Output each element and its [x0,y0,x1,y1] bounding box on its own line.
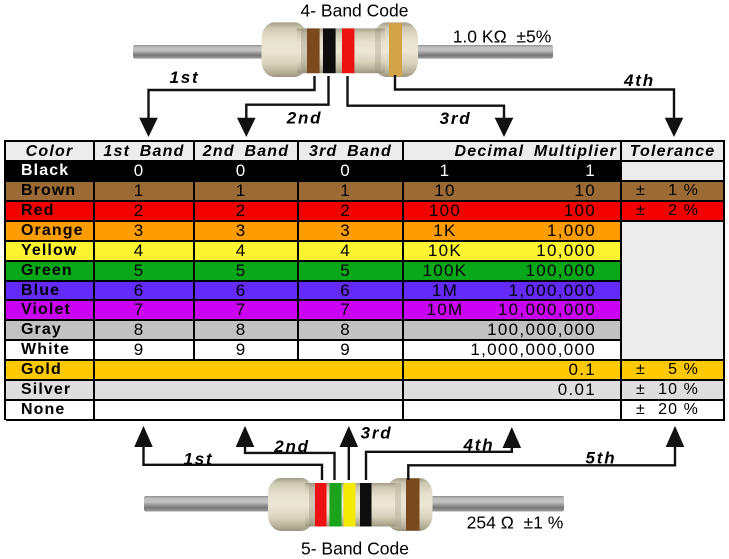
svg-text:3rd: 3rd [440,109,472,128]
svg-text:3rd: 3rd [361,424,393,443]
svg-text:5- Band Code: 5- Band Code [301,539,409,559]
svg-text:5th: 5th [586,449,617,468]
svg-text:2nd: 2nd [286,109,323,128]
svg-text:2nd: 2nd [273,437,310,456]
svg-text:1.0 KΩ ±5%: 1.0 KΩ ±5% [453,27,552,47]
svg-text:4- Band Code: 4- Band Code [301,1,409,21]
svg-text:1st: 1st [170,68,200,87]
svg-text:4th: 4th [463,436,495,455]
svg-text:4th: 4th [623,71,655,90]
svg-text:254 Ω ±1 %: 254 Ω ±1 % [467,513,564,533]
svg-text:1st: 1st [184,450,214,469]
